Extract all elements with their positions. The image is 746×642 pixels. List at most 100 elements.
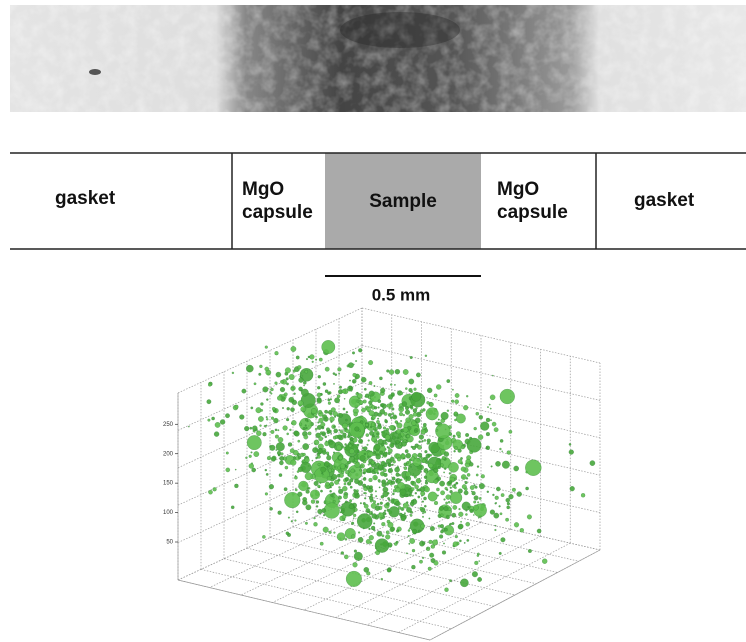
particle xyxy=(298,400,304,406)
particle xyxy=(263,387,269,393)
particle xyxy=(354,470,355,471)
particle xyxy=(334,426,336,428)
particle xyxy=(422,501,424,503)
particle xyxy=(420,507,423,510)
particle xyxy=(395,421,398,424)
particle xyxy=(275,382,278,385)
particle xyxy=(333,373,335,375)
particle xyxy=(270,445,276,451)
particle xyxy=(287,407,290,410)
particle xyxy=(429,518,430,519)
particle xyxy=(542,559,547,564)
particle xyxy=(280,387,285,392)
particle xyxy=(395,442,397,444)
particle xyxy=(298,440,300,442)
particle xyxy=(499,505,501,507)
particle xyxy=(272,407,275,410)
particle xyxy=(410,466,411,467)
particle xyxy=(476,412,479,415)
particle xyxy=(290,449,294,453)
particle xyxy=(318,410,322,414)
particle xyxy=(396,429,401,434)
particle xyxy=(467,438,481,452)
particle xyxy=(338,470,341,473)
particle xyxy=(360,502,362,504)
particle xyxy=(252,468,256,472)
particle xyxy=(301,375,303,377)
particle xyxy=(410,538,415,543)
particle xyxy=(324,461,329,466)
particle xyxy=(438,525,441,528)
particle xyxy=(320,490,322,492)
particle xyxy=(348,363,353,368)
particle xyxy=(278,454,280,456)
particle xyxy=(396,480,398,482)
particle xyxy=(400,479,402,481)
particle xyxy=(527,515,532,520)
particle xyxy=(279,474,282,477)
particle xyxy=(352,379,356,383)
particle xyxy=(465,481,468,484)
particle xyxy=(367,444,369,446)
particle xyxy=(308,356,310,358)
particle xyxy=(461,474,466,479)
particle xyxy=(425,471,428,474)
particle xyxy=(276,449,277,450)
particle xyxy=(357,444,359,446)
particle xyxy=(411,500,414,503)
particle xyxy=(392,477,395,480)
particle xyxy=(341,502,355,516)
particle xyxy=(374,444,380,450)
particle xyxy=(400,489,407,496)
particle xyxy=(378,465,383,470)
particle xyxy=(391,393,395,397)
particle xyxy=(372,514,377,519)
particle xyxy=(394,503,396,505)
particle xyxy=(413,409,417,413)
grid-line xyxy=(178,345,362,430)
particle xyxy=(453,542,458,547)
particle xyxy=(373,451,375,453)
particle xyxy=(333,452,335,454)
particle xyxy=(321,467,326,472)
particle xyxy=(262,535,265,538)
particle xyxy=(418,530,420,532)
particle xyxy=(397,458,401,462)
particle xyxy=(406,418,411,423)
particle xyxy=(369,478,373,482)
particle xyxy=(442,456,445,459)
particle xyxy=(346,411,348,413)
particle xyxy=(410,405,413,408)
particle xyxy=(326,452,329,455)
particle xyxy=(430,526,435,531)
particle xyxy=(375,539,389,553)
particle xyxy=(319,437,323,441)
particle xyxy=(406,435,409,438)
particle xyxy=(525,460,541,476)
particle xyxy=(388,522,394,528)
particle xyxy=(438,466,441,469)
particle xyxy=(270,507,273,510)
particle xyxy=(395,501,400,506)
particle xyxy=(385,419,387,421)
particle xyxy=(473,501,476,504)
particle xyxy=(275,351,279,355)
particle xyxy=(456,432,461,437)
particle xyxy=(265,346,268,349)
particle xyxy=(406,472,411,477)
particle xyxy=(271,430,275,434)
particle xyxy=(415,485,419,489)
particle xyxy=(414,430,417,433)
particle xyxy=(422,513,423,514)
particle xyxy=(463,405,468,410)
particle xyxy=(460,579,468,587)
particle xyxy=(444,499,446,501)
particle xyxy=(351,522,354,525)
particle xyxy=(278,511,282,515)
particle xyxy=(349,444,352,447)
particle xyxy=(496,502,497,503)
particle xyxy=(428,454,431,457)
particle xyxy=(455,393,459,397)
grid-line xyxy=(367,536,541,625)
particle xyxy=(454,450,456,452)
